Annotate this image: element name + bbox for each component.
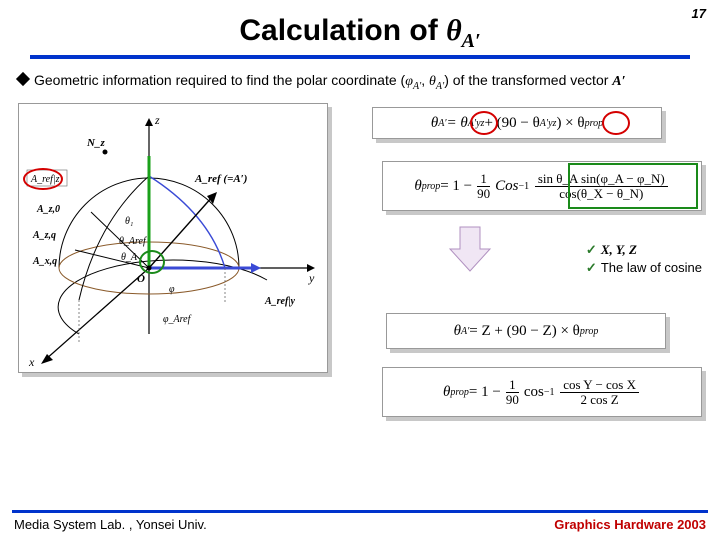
eq3-sub: A′: [461, 326, 469, 337]
svg-text:φ_Aref: φ_Aref: [163, 314, 192, 325]
title-subscript: A′: [462, 30, 481, 52]
eq4-frac2: cos Y − cos X2 cos Z: [560, 378, 639, 406]
bullet-text-1: Geometric information required to find t…: [34, 72, 405, 88]
eq2-sup: −1: [518, 181, 529, 192]
eq4-eq: = 1 −: [469, 384, 501, 401]
eq4-frac1-num: 1: [506, 378, 519, 393]
check-icon: ✓: [586, 242, 597, 257]
svg-text:O: O: [137, 273, 145, 285]
eq2-frac1-den: 90: [474, 187, 493, 201]
bullet-vec: A′: [612, 74, 625, 89]
note-2: ✓ The law of cosine: [586, 259, 702, 277]
svg-text:θ_Aref: θ_Aref: [119, 236, 147, 247]
svg-text:θ₁: θ₁: [125, 216, 133, 227]
content-area: z y x O N_z A_ref|z A_re: [18, 103, 702, 463]
eq2-theta: θ: [414, 178, 421, 195]
green-highlight-box: [568, 163, 698, 209]
title-theta: θ: [446, 14, 462, 47]
svg-text:A_ref|y: A_ref|y: [264, 296, 296, 307]
bullet-sub1: A′: [413, 81, 421, 92]
eq1-mid: = θ: [447, 115, 468, 132]
svg-text:A_z,q: A_z,q: [32, 230, 56, 241]
eq1-end: ) × θ: [556, 115, 584, 132]
svg-text:A_ref (=A′): A_ref (=A′): [194, 173, 247, 185]
svg-text:θ_A: θ_A: [121, 252, 138, 263]
diamond-bullet-icon: [16, 72, 30, 86]
eq4-frac1: 190: [503, 378, 522, 406]
sphere-diagram-svg: z y x O N_z A_ref|z A_re: [19, 104, 327, 372]
note-1: ✓ X, Y, Z: [586, 241, 702, 259]
note2-text: The law of cosine: [601, 260, 702, 275]
svg-text:z: z: [154, 113, 160, 127]
title-text: Calculation of: [239, 14, 446, 47]
svg-text:A_x,q: A_x,q: [32, 256, 57, 267]
eq3-theta: θ: [454, 323, 461, 340]
title-area: Calculation of θA′: [0, 0, 720, 53]
bullet-text-2: ) of the transformed vector: [444, 72, 612, 88]
svg-text:φ: φ: [169, 284, 175, 295]
svg-text:x: x: [28, 355, 35, 369]
eq4-sup: −1: [544, 387, 555, 398]
footer-left: Media System Lab. , Yonsei Univ.: [14, 517, 207, 532]
bullet-sub2: A′: [436, 81, 444, 92]
bullet-comma: ,: [421, 72, 429, 88]
note1-text: X, Y, Z: [601, 242, 637, 257]
footer: Media System Lab. , Yonsei Univ. Graphic…: [0, 510, 720, 540]
eq1-sub4: prop: [585, 118, 604, 129]
equation-3: θA′ = Z + (90 − Z) × θprop: [386, 313, 666, 349]
eq4-frac2-num: cos Y − cos X: [560, 378, 639, 393]
eq2-frac1: 190: [474, 172, 493, 200]
check-icon: ✓: [586, 260, 597, 275]
eq4-frac1-den: 90: [503, 393, 522, 407]
bullet-line: Geometric information required to find t…: [18, 71, 702, 93]
svg-text:y: y: [308, 271, 315, 285]
eq2-cos: Cos: [495, 178, 518, 195]
equation-4: θprop = 1 − 190 cos−1 cos Y − cos X2 cos…: [382, 367, 702, 417]
eq4-frac2-den: 2 cos Z: [577, 393, 621, 407]
eq2-eq: = 1 −: [440, 178, 472, 195]
geometry-diagram: z y x O N_z A_ref|z A_re: [18, 103, 328, 373]
eq2-frac1-num: 1: [477, 172, 490, 187]
footer-right: Graphics Hardware 2003: [554, 517, 706, 532]
eq3-sub2: prop: [580, 326, 599, 337]
down-arrow-icon: [448, 223, 492, 278]
eq2-sub: prop: [422, 181, 441, 192]
eq3-body: = Z + (90 − Z) × θ: [469, 323, 580, 340]
notes-block: ✓ X, Y, Z ✓ The law of cosine: [586, 241, 702, 277]
page-number: 17: [692, 6, 706, 21]
eq4-sub: prop: [450, 387, 469, 398]
title-underline: [30, 55, 690, 59]
svg-text:N_z: N_z: [86, 137, 105, 149]
eq4-cos: cos: [524, 384, 544, 401]
eq1-sub3: A′yz: [540, 118, 557, 129]
svg-text:A_z,0: A_z,0: [36, 204, 60, 215]
slide-title: Calculation of θA′: [239, 14, 480, 53]
bullet-phi: φ: [405, 74, 413, 89]
bullet-theta: θ: [429, 74, 436, 89]
eq1-sub: A′: [438, 118, 446, 129]
footer-rule: [12, 510, 708, 513]
